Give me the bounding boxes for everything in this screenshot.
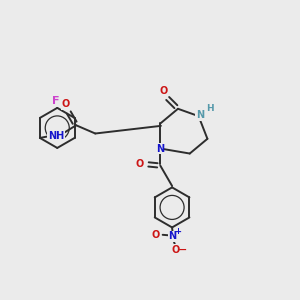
Text: NH: NH	[48, 130, 64, 141]
Text: F: F	[52, 96, 59, 106]
Text: O: O	[159, 85, 167, 95]
Text: H: H	[206, 104, 214, 113]
Text: N: N	[196, 110, 204, 120]
Text: N: N	[156, 143, 164, 154]
Text: O: O	[62, 99, 70, 109]
Text: N: N	[169, 231, 177, 241]
Text: −: −	[178, 244, 188, 254]
Text: O: O	[152, 230, 160, 240]
Text: O: O	[136, 159, 144, 169]
Text: O: O	[172, 244, 180, 254]
Text: +: +	[175, 227, 182, 236]
